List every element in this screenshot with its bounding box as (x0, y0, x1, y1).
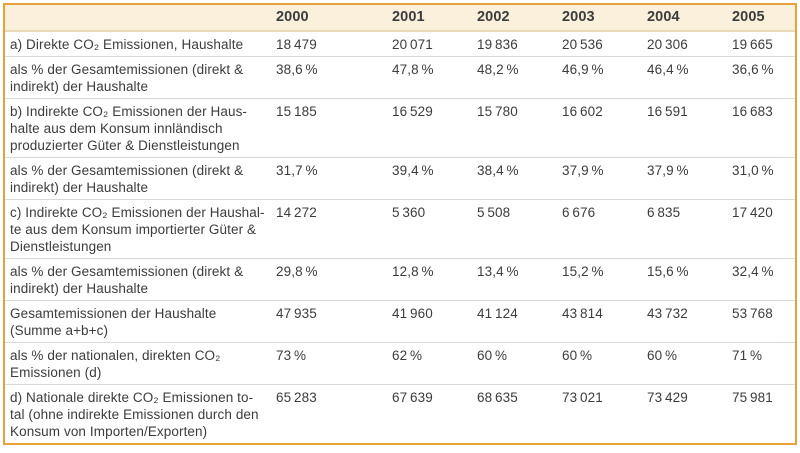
row-label: als % der nationalen, direkten CO₂ Emiss… (5, 342, 273, 385)
cell-value: 60 % (559, 342, 644, 385)
cell-value: 65 283 (276, 390, 317, 405)
cell-value: 37,9 % (559, 157, 644, 200)
cell-value: 6 835 (644, 199, 729, 259)
cell-value: 73 % (273, 342, 389, 385)
header-row: 2000 2001 2002 2003 2004 2005 (5, 5, 795, 32)
cell-value: 5 508 (474, 199, 559, 259)
cell-value: 15 780 (474, 98, 559, 158)
table-row-indirect-imported-percent: als % der Gesamtemissionen (direkt & ind… (5, 258, 795, 301)
cell-value: 62 % (389, 342, 474, 385)
cell-value: 20 306 (644, 31, 729, 57)
table-row-indirect-imported: c) Indirekte CO₂ Emissionen der Haushal-… (5, 199, 795, 259)
cell-value: 19 836 (474, 31, 559, 57)
cell-value: 75 981 (732, 390, 773, 405)
cell-value: 43 814 (559, 300, 644, 343)
table-row-indirect-domestic: b) Indirekte CO₂ Emissionen der Haus- ha… (5, 98, 795, 158)
cell-value: 48,2 % (474, 56, 559, 99)
year-column-header-2002: 2002 (474, 5, 559, 32)
cell-value: 16 529 (389, 98, 474, 158)
cell-value: 73 021 (562, 390, 603, 405)
emissions-table-frame: 2000 2001 2002 2003 2004 2005 a) Direkte… (3, 3, 797, 445)
cell-value: 41 124 (474, 300, 559, 343)
row-label: d) Nationale direkte CO₂ Emissionen to- … (10, 390, 259, 439)
table-row-total-households: Gesamtemissionen der Haushalte (Summe a+… (5, 300, 795, 343)
cell-value: 16 683 (729, 98, 795, 158)
cell-value: 16 602 (559, 98, 644, 158)
row-label: als % der Gesamtemissionen (direkt & ind… (5, 258, 273, 301)
cell-value: 67 639 (392, 390, 433, 405)
cell-value: 16 591 (644, 98, 729, 158)
table-row-direct-emissions: a) Direkte CO₂ Emissionen, Haushalte 18 … (5, 31, 795, 57)
cell-value: 18 479 (273, 31, 389, 57)
cell-value: 37,9 % (644, 157, 729, 200)
cell-value: 68 635 (477, 390, 518, 405)
row-label: c) Indirekte CO₂ Emissionen der Haushal-… (5, 199, 273, 259)
cell-value: 5 360 (389, 199, 474, 259)
cell-value: 38,4 % (474, 157, 559, 200)
cell-value: 15,6 % (644, 258, 729, 301)
table-row-percent-of-national: als % der nationalen, direkten CO₂ Emiss… (5, 342, 795, 385)
cell-value: 29,8 % (273, 258, 389, 301)
cell-value: 46,9 % (559, 56, 644, 99)
row-label: a) Direkte CO₂ Emissionen, Haushalte (5, 31, 273, 57)
row-label: als % der Gesamtemissionen (direkt & ind… (5, 56, 273, 99)
table-body: a) Direkte CO₂ Emissionen, Haushalte 18 … (5, 31, 795, 443)
cell-value: 20 071 (389, 31, 474, 57)
cell-value: 31,0 % (729, 157, 795, 200)
year-column-header-2004: 2004 (644, 5, 729, 32)
year-column-header-2005: 2005 (729, 5, 795, 32)
cell-value: 47,8 % (389, 56, 474, 99)
cell-value: 17 420 (729, 199, 795, 259)
cell-value: 20 536 (559, 31, 644, 57)
cell-value: 19 665 (729, 31, 795, 57)
cell-value: 12,8 % (389, 258, 474, 301)
cell-value: 47 935 (273, 300, 389, 343)
row-label: b) Indirekte CO₂ Emissionen der Haus- ha… (5, 98, 273, 158)
cell-value: 53 768 (729, 300, 795, 343)
cell-value: 39,4 % (389, 157, 474, 200)
cell-value: 36,6 % (729, 56, 795, 99)
table-header: 2000 2001 2002 2003 2004 2005 (5, 5, 795, 32)
year-column-header-2003: 2003 (559, 5, 644, 32)
cell-value: 14 272 (273, 199, 389, 259)
cell-value: 13,4 % (474, 258, 559, 301)
corner-cell (5, 5, 273, 32)
cell-value: 60 % (644, 342, 729, 385)
year-column-header-2000: 2000 (273, 5, 389, 32)
cell-value: 71 % (729, 342, 795, 385)
row-label: als % der Gesamtemissionen (direkt & ind… (5, 157, 273, 200)
row-label: Gesamtemissionen der Haushalte (Summe a+… (5, 300, 273, 343)
cell-value: 73 429 (647, 390, 688, 405)
cell-value: 15,2 % (559, 258, 644, 301)
table-row-direct-percent: als % der Gesamtemissionen (direkt & ind… (5, 56, 795, 99)
cell-value: 60 % (474, 342, 559, 385)
co2-emissions-table: 2000 2001 2002 2003 2004 2005 a) Direkte… (5, 5, 795, 443)
cell-value: 6 676 (559, 199, 644, 259)
table-row-indirect-domestic-percent: als % der Gesamtemissionen (direkt & ind… (5, 157, 795, 200)
cell-value: 46,4 % (644, 56, 729, 99)
year-column-header-2001: 2001 (389, 5, 474, 32)
cell-value: 43 732 (644, 300, 729, 343)
cell-value: 32,4 % (729, 258, 795, 301)
table-row-national-direct-total: d) Nationale direkte CO₂ Emissionen to- … (5, 385, 795, 444)
cell-value: 15 185 (273, 98, 389, 158)
cell-value: 31,7 % (273, 157, 389, 200)
cell-value: 38,6 % (273, 56, 389, 99)
cell-value: 41 960 (389, 300, 474, 343)
